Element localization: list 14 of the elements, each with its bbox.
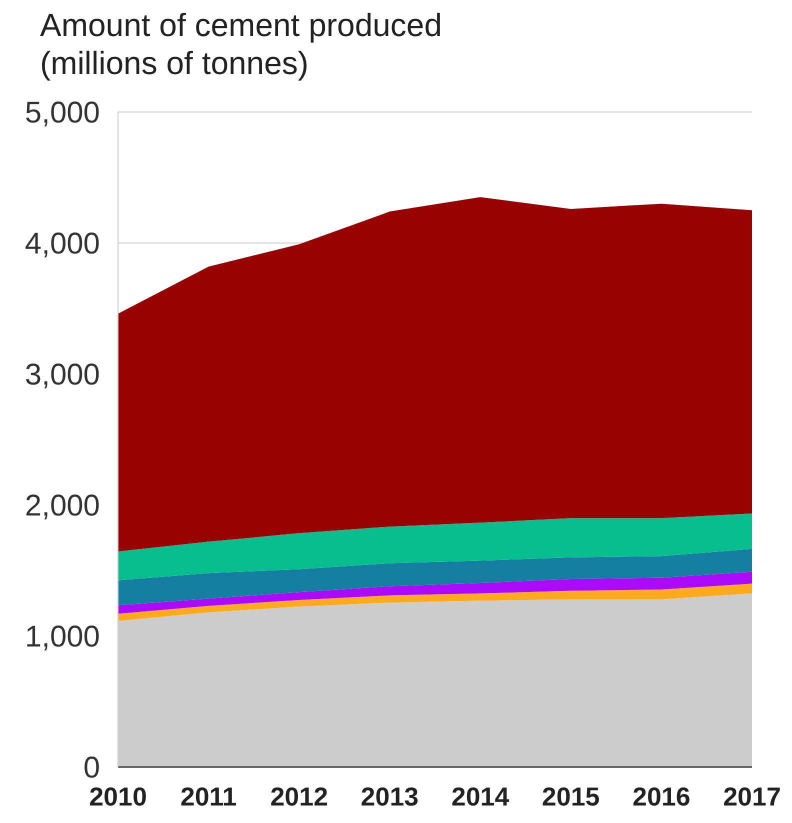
chart-title: Amount of cement produced (40, 6, 442, 44)
x-tick-label: 2013 (360, 781, 419, 812)
chart-subtitle: (millions of tonnes) (40, 44, 310, 82)
x-tick-label: 2017 (723, 781, 781, 812)
y-tick-label: 4,000 (24, 228, 100, 261)
x-tick-label: 2012 (270, 781, 328, 812)
x-tick-label: 2011 (180, 781, 237, 812)
x-tick-label: 2014 (451, 781, 510, 812)
y-tick-label: 3,000 (24, 358, 100, 392)
y-tick-label: 2,000 (24, 490, 100, 523)
y-tick-label: 1,000 (24, 620, 100, 654)
x-tick-label: 2015 (542, 781, 600, 812)
x-tick-label: 2016 (632, 781, 690, 812)
y-tick-label: 5,000 (24, 96, 100, 130)
